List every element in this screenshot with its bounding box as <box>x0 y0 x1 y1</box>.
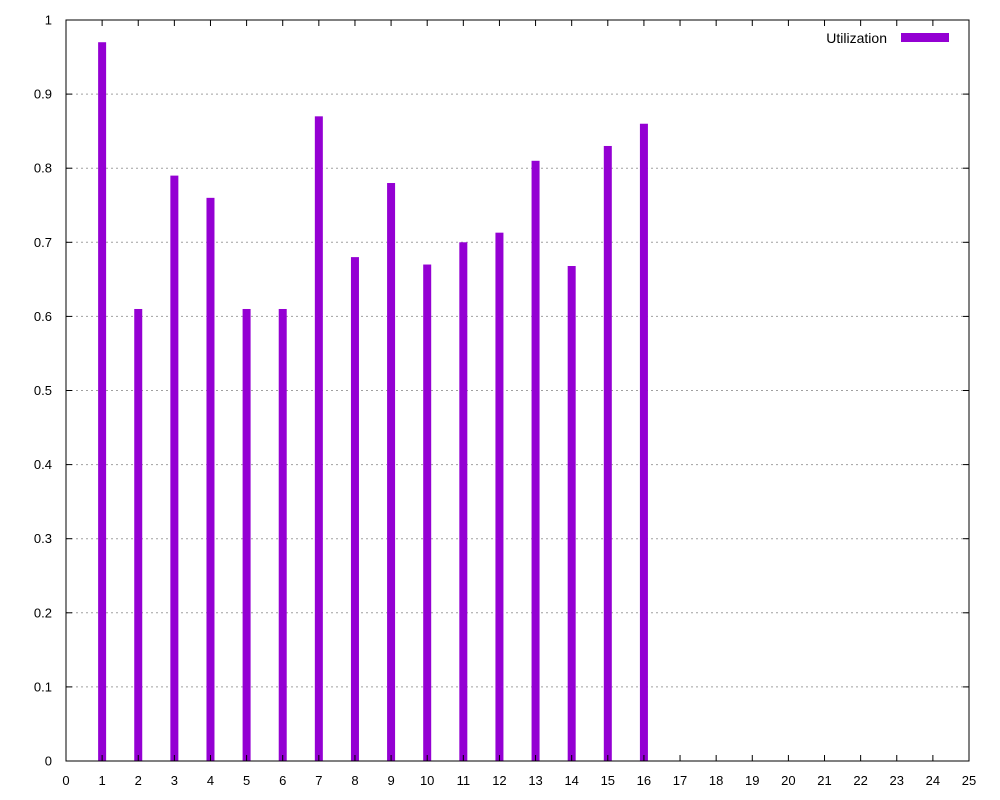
x-tick-label: 7 <box>315 773 322 788</box>
x-tick-label: 5 <box>243 773 250 788</box>
x-tick-label: 1 <box>99 773 106 788</box>
x-tick-label: 16 <box>637 773 651 788</box>
x-tick-label: 21 <box>817 773 831 788</box>
x-tick-label: 11 <box>457 773 471 788</box>
x-tick-label: 19 <box>745 773 759 788</box>
y-tick-labels: 0 0.1 0.2 0.3 0.4 0.5 0.6 0.7 0.8 0.9 1 <box>34 13 52 769</box>
y-tick-label: 0.7 <box>34 235 52 250</box>
x-tick-label: 20 <box>781 773 795 788</box>
x-tick-label: 3 <box>171 773 178 788</box>
x-tick-label: 15 <box>601 773 615 788</box>
x-tick-label: 4 <box>207 773 214 788</box>
x-tick-label: 22 <box>853 773 867 788</box>
x-tick-label: 8 <box>351 773 358 788</box>
x-tick-label: 24 <box>926 773 940 788</box>
plot-frame <box>65 19 970 762</box>
grid-lines <box>66 93 969 688</box>
x-tick-label: 6 <box>279 773 286 788</box>
y-tick-label: 0.8 <box>34 161 52 176</box>
x-tick-label: 10 <box>420 773 434 788</box>
bar <box>242 308 251 761</box>
bar <box>531 160 540 762</box>
y-tick-label: 0.9 <box>34 87 52 102</box>
x-tick-label: 0 <box>62 773 69 788</box>
bar <box>567 266 576 761</box>
x-tick-label: 17 <box>673 773 687 788</box>
y-tick-label: 0.2 <box>34 605 52 620</box>
y-tick-label: 0.3 <box>34 531 52 546</box>
y-tick-label: 0.4 <box>34 457 52 472</box>
bar <box>387 183 396 761</box>
bar <box>134 308 143 761</box>
bar <box>639 123 648 762</box>
bar <box>170 175 179 762</box>
x-tick-label: 23 <box>890 773 904 788</box>
legend-label: Utilization <box>826 30 887 46</box>
x-tick-labels: 0 1 2 3 4 5 6 7 8 9 10 11 12 13 14 15 16 17 18 19 20 21 22 23 24… <box>62 773 976 788</box>
y-tick-label: 0.1 <box>34 679 52 694</box>
bar <box>495 232 504 762</box>
bar <box>98 42 107 762</box>
legend-swatch <box>901 33 949 42</box>
bar <box>278 308 287 761</box>
y-tick-label: 0.5 <box>34 383 52 398</box>
x-tick-label: 13 <box>528 773 542 788</box>
bar <box>423 264 432 761</box>
bar <box>603 145 612 762</box>
bars <box>98 42 648 762</box>
bar <box>206 197 215 762</box>
x-tick-label: 18 <box>709 773 723 788</box>
x-tick-label: 12 <box>492 773 506 788</box>
bar <box>459 242 468 762</box>
y-tick-label: 0.6 <box>34 309 52 324</box>
x-tick-label: 25 <box>962 773 976 788</box>
bar <box>350 257 359 761</box>
x-tick-label: 9 <box>387 773 394 788</box>
y-tick-label: 0 <box>45 754 52 769</box>
legend: Utilization <box>826 30 949 46</box>
y-tick-label: 1 <box>45 13 52 28</box>
tick-marks <box>65 19 970 762</box>
x-tick-label: 2 <box>135 773 142 788</box>
x-tick-label: 14 <box>564 773 578 788</box>
bar <box>314 116 323 761</box>
